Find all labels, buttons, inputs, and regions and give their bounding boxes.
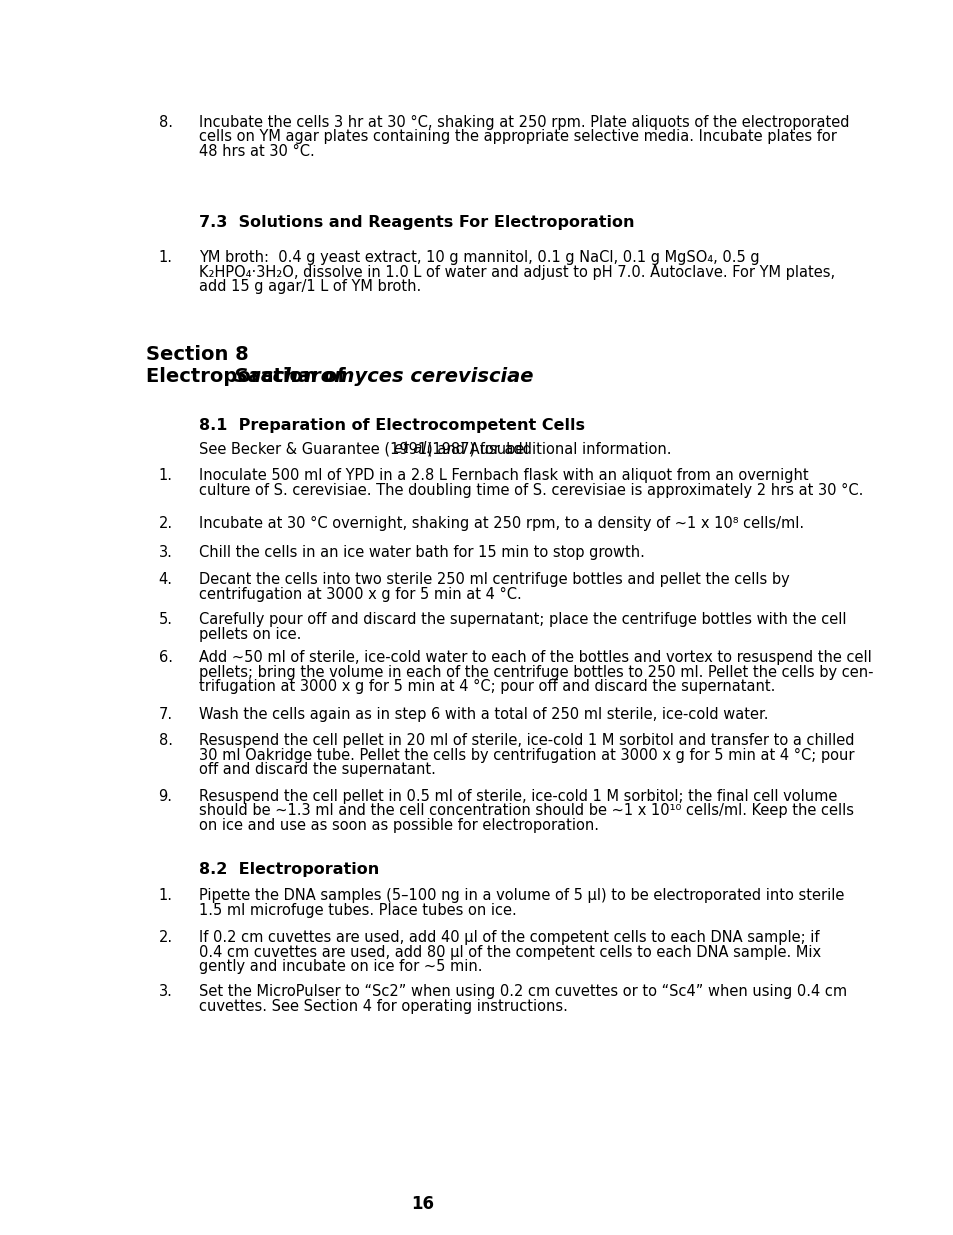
Text: See Becker & Guarantee (1991) and Ausubel: See Becker & Guarantee (1991) and Ausube…	[199, 441, 533, 456]
Text: Set the MicroPulser to “Sc2” when using 0.2 cm cuvettes or to “Sc4” when using 0: Set the MicroPulser to “Sc2” when using …	[199, 984, 846, 999]
Text: off and discard the supernatant.: off and discard the supernatant.	[199, 762, 436, 777]
Text: Incubate at 30 °C overnight, shaking at 250 rpm, to a density of ~1 x 10⁸ cells/: Incubate at 30 °C overnight, shaking at …	[199, 516, 803, 531]
Text: pellets; bring the volume in each of the centrifuge bottles to 250 ml. Pellet th: pellets; bring the volume in each of the…	[199, 664, 873, 679]
Text: Chill the cells in an ice water bath for 15 min to stop growth.: Chill the cells in an ice water bath for…	[199, 545, 644, 559]
Text: 1.: 1.	[158, 468, 172, 483]
Text: 9.: 9.	[158, 789, 172, 804]
Text: 1.: 1.	[158, 249, 172, 266]
Text: 8.1  Preparation of Electrocompetent Cells: 8.1 Preparation of Electrocompetent Cell…	[199, 417, 584, 433]
Text: et al.: et al.	[394, 441, 431, 456]
Text: 5.: 5.	[158, 613, 172, 627]
Text: If 0.2 cm cuvettes are used, add 40 μl of the competent cells to each DNA sample: If 0.2 cm cuvettes are used, add 40 μl o…	[199, 930, 819, 945]
Text: Wash the cells again as in step 6 with a total of 250 ml sterile, ice-cold water: Wash the cells again as in step 6 with a…	[199, 706, 768, 722]
Text: Decant the cells into two sterile 250 ml centrifuge bottles and pellet the cells: Decant the cells into two sterile 250 ml…	[199, 572, 789, 587]
Text: 7.3  Solutions and Reagents For Electroporation: 7.3 Solutions and Reagents For Electropo…	[199, 215, 634, 230]
Text: gently and incubate on ice for ~5 min.: gently and incubate on ice for ~5 min.	[199, 960, 482, 974]
Text: 2.: 2.	[158, 516, 172, 531]
Text: Incubate the cells 3 hr at 30 °C, shaking at 250 rpm. Plate aliquots of the elec: Incubate the cells 3 hr at 30 °C, shakin…	[199, 115, 849, 130]
Text: 1.5 ml microfuge tubes. Place tubes on ice.: 1.5 ml microfuge tubes. Place tubes on i…	[199, 903, 517, 918]
Text: Section 8: Section 8	[146, 345, 249, 364]
Text: YM broth:  0.4 g yeast extract, 10 g mannitol, 0.1 g NaCl, 0.1 g MgSO₄, 0.5 g: YM broth: 0.4 g yeast extract, 10 g mann…	[199, 249, 759, 266]
Text: on ice and use as soon as possible for electroporation.: on ice and use as soon as possible for e…	[199, 818, 598, 832]
Text: Resuspend the cell pellet in 0.5 ml of sterile, ice-cold 1 M sorbitol; the final: Resuspend the cell pellet in 0.5 ml of s…	[199, 789, 837, 804]
Text: Resuspend the cell pellet in 20 ml of sterile, ice-cold 1 M sorbitol and transfe: Resuspend the cell pellet in 20 ml of st…	[199, 734, 854, 748]
Text: centrifugation at 3000 x g for 5 min at 4 °C.: centrifugation at 3000 x g for 5 min at …	[199, 587, 521, 601]
Text: should be ~1.3 ml and the cell concentration should be ~1 x 10¹⁰ cells/ml. Keep : should be ~1.3 ml and the cell concentra…	[199, 804, 853, 819]
Text: 7.: 7.	[158, 706, 172, 722]
Text: pellets on ice.: pellets on ice.	[199, 626, 301, 641]
Text: 6.: 6.	[158, 650, 172, 664]
Text: 8.2  Electroporation: 8.2 Electroporation	[199, 862, 379, 877]
Text: add 15 g agar/1 L of YM broth.: add 15 g agar/1 L of YM broth.	[199, 279, 421, 294]
Text: Pipette the DNA samples (5–100 ng in a volume of 5 μl) to be electroporated into: Pipette the DNA samples (5–100 ng in a v…	[199, 888, 843, 903]
Text: 1.: 1.	[158, 888, 172, 903]
Text: 2.: 2.	[158, 930, 172, 945]
Text: 4.: 4.	[158, 572, 172, 587]
Text: culture of S. cerevisiae. The doubling time of S. cerevisiae is approximately 2 : culture of S. cerevisiae. The doubling t…	[199, 483, 862, 498]
Text: 3.: 3.	[158, 984, 172, 999]
Text: 3.: 3.	[158, 545, 172, 559]
Text: 30 ml Oakridge tube. Pellet the cells by centrifugation at 3000 x g for 5 min at: 30 ml Oakridge tube. Pellet the cells by…	[199, 747, 854, 762]
Text: 48 hrs at 30 °C.: 48 hrs at 30 °C.	[199, 144, 314, 159]
Text: Carefully pour off and discard the supernatant; place the centrifuge bottles wit: Carefully pour off and discard the super…	[199, 613, 845, 627]
Text: K₂HPO₄·3H₂O, dissolve in 1.0 L of water and adjust to pH 7.0. Autoclave. For YM : K₂HPO₄·3H₂O, dissolve in 1.0 L of water …	[199, 264, 835, 279]
Text: cuvettes. See Section 4 for operating instructions.: cuvettes. See Section 4 for operating in…	[199, 999, 567, 1014]
Text: trifugation at 3000 x g for 5 min at 4 °C; pour off and discard the supernatant.: trifugation at 3000 x g for 5 min at 4 °…	[199, 679, 775, 694]
Text: Inoculate 500 ml of YPD in a 2.8 L Fernbach flask with an aliquot from an overni: Inoculate 500 ml of YPD in a 2.8 L Fernb…	[199, 468, 808, 483]
Text: Electroporation of: Electroporation of	[146, 367, 352, 387]
Text: 8.: 8.	[158, 115, 172, 130]
Text: cells on YM agar plates containing the appropriate selective media. Incubate pla: cells on YM agar plates containing the a…	[199, 130, 836, 144]
Text: Add ~50 ml of sterile, ice-cold water to each of the bottles and vortex to resus: Add ~50 ml of sterile, ice-cold water to…	[199, 650, 871, 664]
Text: Saccharomyces cerevisciae: Saccharomyces cerevisciae	[233, 367, 533, 387]
Text: 0.4 cm cuvettes are used, add 80 μl of the competent cells to each DNA sample. M: 0.4 cm cuvettes are used, add 80 μl of t…	[199, 945, 821, 960]
Text: 8.: 8.	[158, 734, 172, 748]
Text: 16: 16	[411, 1195, 434, 1213]
Text: (1987) for additional information.: (1987) for additional information.	[422, 441, 671, 456]
